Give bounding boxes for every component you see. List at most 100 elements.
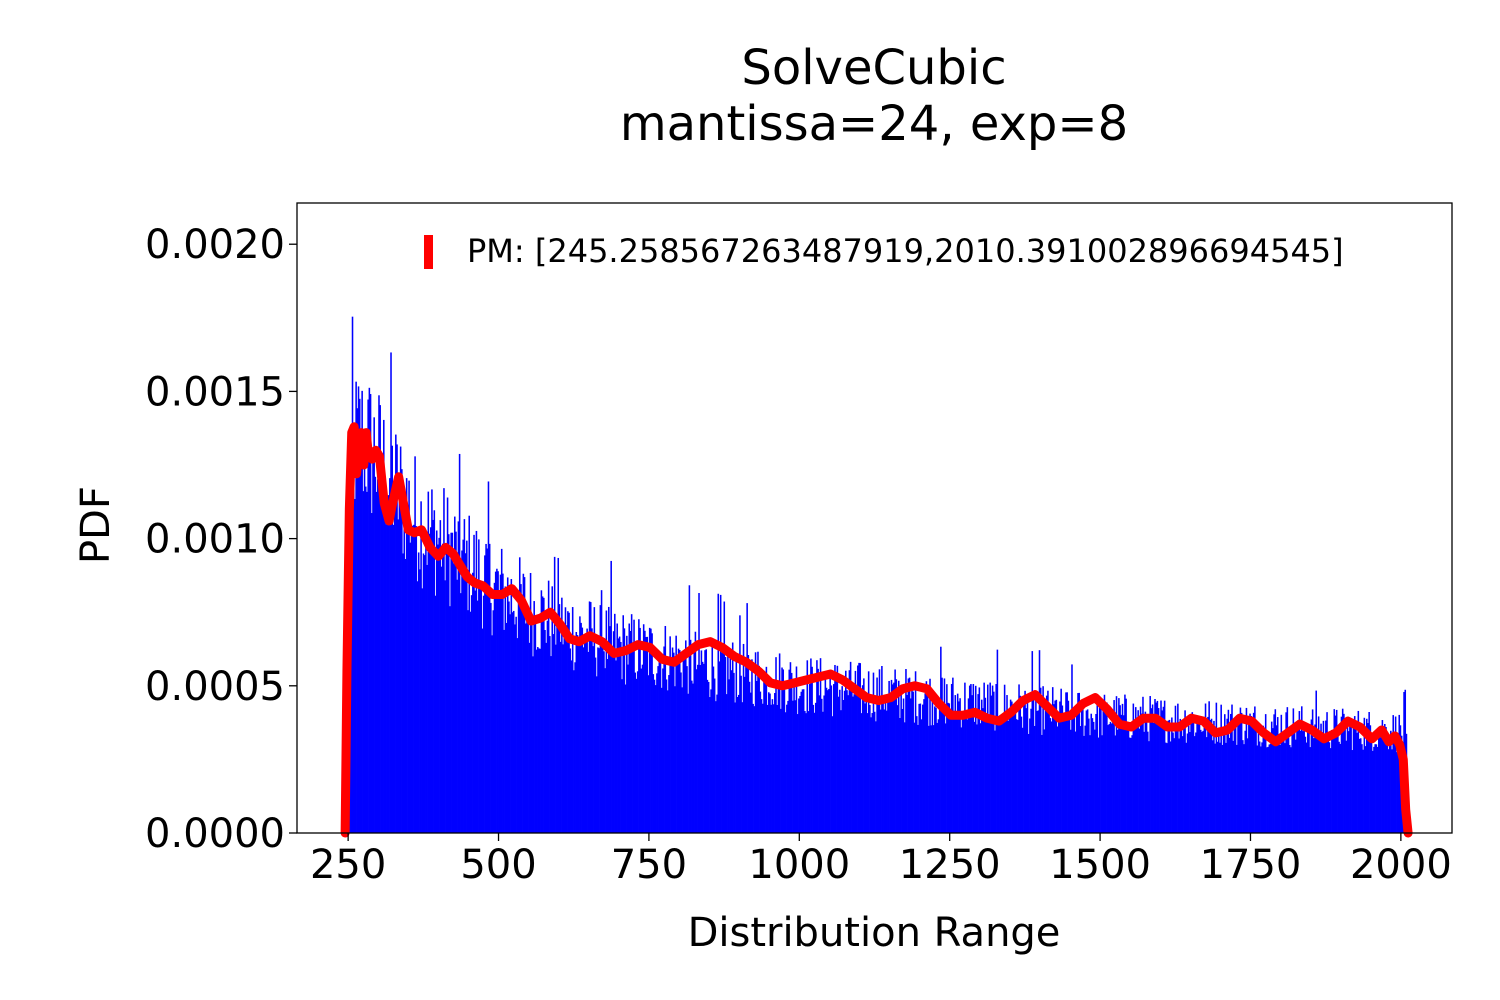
- histogram-bar: [920, 719, 923, 833]
- histogram-bar: [1278, 736, 1280, 833]
- histogram-bar: [522, 573, 525, 833]
- histogram-bar: [1329, 748, 1332, 833]
- histogram-bar: [950, 683, 953, 833]
- histogram-bar: [828, 688, 830, 833]
- histogram-bar: [1273, 714, 1275, 833]
- histogram-bar: [1368, 712, 1370, 833]
- histogram-bar: [831, 716, 834, 833]
- histogram-bar: [405, 478, 408, 833]
- histogram-bar: [1328, 742, 1331, 833]
- histogram-bar: [1262, 725, 1265, 833]
- histogram-bar: [956, 693, 959, 833]
- histogram-bar: [790, 672, 793, 833]
- histogram-bar: [955, 718, 958, 833]
- histogram-bar: [931, 692, 934, 833]
- histogram-bar: [777, 680, 780, 833]
- histogram-bar: [463, 519, 466, 833]
- histogram-bar: [846, 690, 848, 833]
- histogram-bar: [1094, 729, 1096, 833]
- histogram-bar: [895, 679, 898, 833]
- histogram-bar: [439, 520, 442, 833]
- histogram-bar: [599, 605, 602, 833]
- histogram-bar: [425, 538, 427, 833]
- histogram-bar: [576, 635, 579, 833]
- histogram-bar: [379, 405, 381, 833]
- histogram-bar: [913, 722, 916, 833]
- histogram-bar: [1299, 730, 1302, 833]
- histogram-bar: [859, 663, 862, 833]
- histogram-bar: [571, 607, 574, 833]
- histogram-bar: [399, 446, 402, 833]
- histogram-bar: [387, 495, 390, 833]
- histogram-bar: [497, 571, 499, 833]
- histogram-bar: [358, 398, 361, 833]
- histogram-bar: [855, 686, 858, 833]
- histogram-bar: [799, 695, 801, 833]
- histogram-bar: [549, 636, 551, 833]
- histogram-bar: [990, 695, 993, 833]
- histogram-bar: [1193, 736, 1196, 833]
- histogram-bar: [717, 593, 720, 833]
- histogram-bar: [1113, 700, 1115, 833]
- histogram-bar: [462, 539, 464, 833]
- histogram-bar: [1322, 720, 1325, 833]
- histogram-bar: [976, 724, 978, 833]
- histogram-bar: [1221, 744, 1224, 833]
- histogram-bar: [586, 628, 588, 833]
- histogram-bar: [1286, 707, 1289, 833]
- histogram-bar: [754, 652, 757, 833]
- histogram-bar: [1133, 727, 1136, 833]
- histogram-bar: [715, 701, 717, 833]
- histogram-bar: [385, 524, 387, 833]
- histogram-bar: [834, 664, 836, 833]
- histogram-bar: [1097, 737, 1100, 833]
- histogram-bar: [1339, 743, 1342, 833]
- histogram-bar: [721, 652, 723, 833]
- legend: PM: [245.258567263487919,2010.3910028966…: [424, 232, 1344, 270]
- histogram-bar: [398, 488, 401, 833]
- histogram-bar: [752, 703, 754, 833]
- histogram-bar: [1027, 733, 1030, 833]
- histogram-bar: [916, 716, 918, 833]
- histogram-bar: [1095, 713, 1097, 833]
- histogram-bar: [516, 638, 519, 833]
- histogram-bar: [1154, 699, 1156, 833]
- histogram-bar: [875, 721, 877, 833]
- histogram-bar: [711, 641, 714, 833]
- histogram-bar: [606, 659, 609, 833]
- histogram-bar: [1055, 699, 1058, 833]
- histogram-bar: [1274, 709, 1277, 833]
- histogram-bar: [644, 630, 646, 833]
- histogram-bar: [1302, 731, 1304, 833]
- histogram-bar: [1134, 707, 1137, 833]
- histogram-bar: [1076, 704, 1078, 833]
- histogram-bar: [456, 579, 458, 833]
- histogram-bar: [656, 673, 658, 833]
- histogram-bar: [1260, 746, 1262, 833]
- histogram-bar: [374, 476, 377, 833]
- histogram-bar: [749, 692, 752, 833]
- histogram-bar: [492, 610, 495, 833]
- histogram-bar: [736, 696, 739, 833]
- histogram-bar: [802, 689, 805, 833]
- histogram-bar: [1214, 743, 1216, 833]
- histogram-bar: [748, 681, 751, 833]
- histogram-bar: [1163, 700, 1166, 833]
- histogram-bar: [1013, 710, 1016, 833]
- histogram-bar: [1294, 739, 1297, 833]
- histogram-bar: [1049, 718, 1052, 833]
- histogram-bar: [1053, 704, 1055, 833]
- histogram-bar: [487, 481, 490, 833]
- histogram-bar: [1104, 703, 1107, 833]
- histogram-bar: [842, 699, 845, 833]
- histogram-bar: [480, 582, 483, 833]
- histogram-bar: [1054, 700, 1056, 833]
- histogram-bar: [1284, 743, 1286, 833]
- histogram-bar: [724, 657, 727, 833]
- histogram-bar: [984, 697, 987, 833]
- histogram-bar: [1156, 700, 1159, 833]
- histogram-bar: [832, 684, 835, 833]
- histogram-bar: [1222, 730, 1225, 833]
- histogram-bar: [1101, 735, 1103, 833]
- histogram-bar: [893, 682, 895, 833]
